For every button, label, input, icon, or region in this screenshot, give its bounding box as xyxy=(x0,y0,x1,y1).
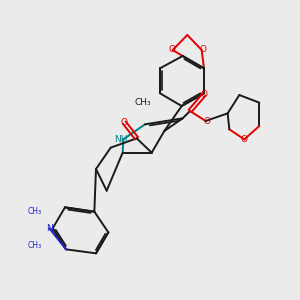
Text: N: N xyxy=(46,224,53,233)
Text: NH: NH xyxy=(115,135,128,144)
Text: O: O xyxy=(241,135,248,144)
Text: CH₃: CH₃ xyxy=(134,98,151,107)
Text: O: O xyxy=(168,46,175,55)
Text: O: O xyxy=(199,46,206,55)
Text: O: O xyxy=(121,118,128,127)
Text: O: O xyxy=(201,90,208,99)
Text: O: O xyxy=(203,116,210,125)
Text: CH₃: CH₃ xyxy=(28,242,42,250)
Text: CH₃: CH₃ xyxy=(28,207,42,216)
